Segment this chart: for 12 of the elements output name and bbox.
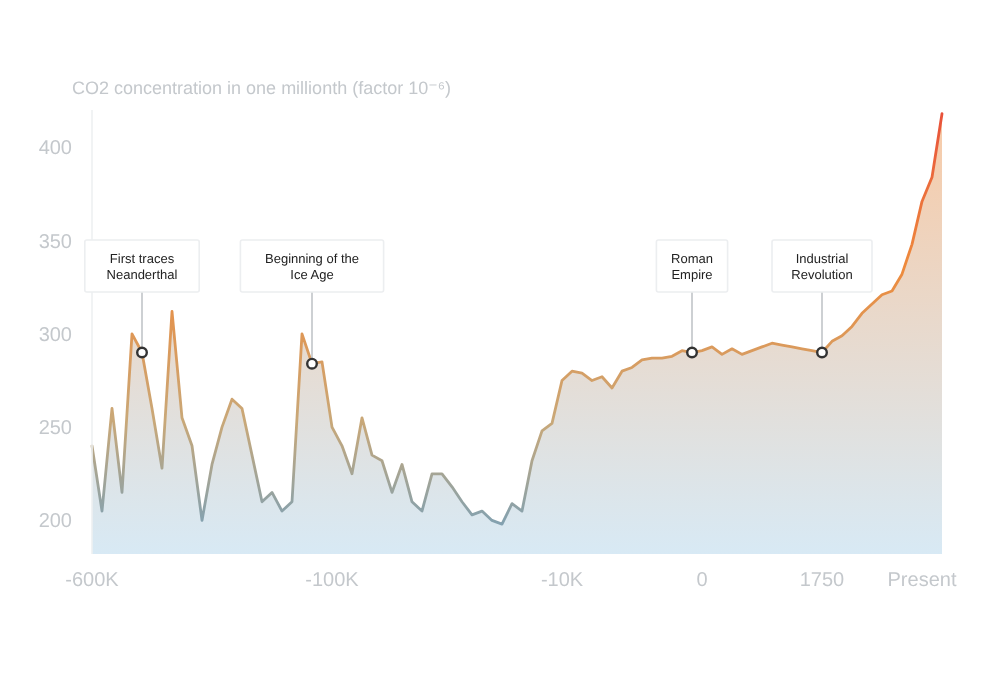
y-tick-label: 350: [38, 231, 73, 254]
y-tick-label: 250: [38, 418, 73, 441]
x-tick-label: -100K: [305, 570, 360, 592]
y-tick-label: 400: [38, 138, 73, 161]
y-axis-title: CO2 concentration in one millionth (factor 10⁻⁶): [72, 78, 452, 98]
y-tick-label: 300: [38, 324, 73, 347]
x-tick-label: -600K: [65, 570, 120, 592]
x-tick-label: 1750: [799, 570, 846, 592]
x-tick-label: 0: [696, 570, 709, 592]
x-tick-label: -10K: [540, 570, 584, 592]
y-tick-label: 200: [38, 511, 73, 534]
x-tick-label: Present: [887, 570, 957, 592]
